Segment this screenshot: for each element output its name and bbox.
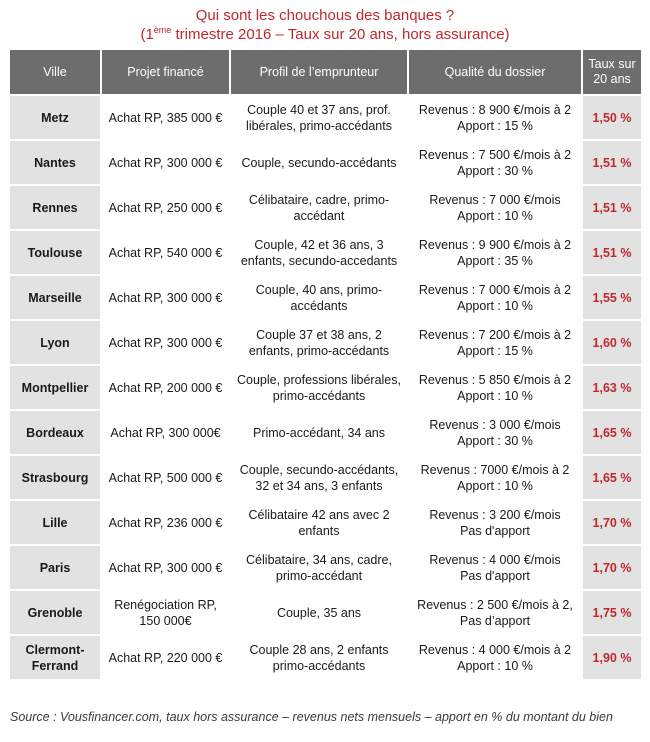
cell-profil: Couple, secundo-accédants: [231, 141, 409, 186]
table-title: Qui sont les chouchous des banques ? (1è…: [0, 6, 650, 44]
table-row: Nantes Achat RP, 300 000 € Couple, secundo…: [10, 141, 641, 186]
cell-profil: Couple 28 ans, 2 enfants primo-accédants: [231, 636, 409, 681]
cell-ville: Lille: [10, 501, 102, 546]
table-row: Marseille Achat RP, 300 000 € Couple, 40 a…: [10, 276, 641, 321]
cell-ville: Nantes: [10, 141, 102, 186]
cell-dossier: Revenus : 2 500 €/mois à 2, Pas d’apport: [409, 591, 583, 636]
cell-profil: Couple 40 et 37 ans, prof. libérales, pr…: [231, 96, 409, 141]
source-note: Source : Vousfinancer.com, taux hors ass…: [10, 710, 613, 724]
cell-dossier: Revenus : 7000 €/mois à 2 Apport : 10 %: [409, 456, 583, 501]
title-line-2-superscript: ème: [153, 25, 172, 35]
title-line-1: Qui sont les chouchous des banques ?: [195, 7, 455, 24]
cell-dossier: Revenus : 8 900 €/mois à 2 Apport : 15 %: [409, 96, 583, 141]
cell-ville: Clermont-Ferrand: [10, 636, 102, 681]
cell-dossier: Revenus : 3 000 €/mois Apport : 30 %: [409, 411, 583, 456]
cell-dossier: Revenus : 7 000 €/mois à 2 Apport : 10 %: [409, 276, 583, 321]
cell-dossier: Revenus : 4 000 €/mois Pas d'apport: [409, 546, 583, 591]
cell-taux: 1,65 %: [583, 411, 641, 456]
cell-projet: Achat RP, 300 000 €: [102, 546, 231, 591]
cell-dossier: Revenus : 4 000 €/mois à 2 Apport : 10 %: [409, 636, 583, 681]
cell-profil: Primo-accédant, 34 ans: [231, 411, 409, 456]
cell-taux: 1,70 %: [583, 546, 641, 591]
cell-ville: Lyon: [10, 321, 102, 366]
table-row: Bordeaux Achat RP, 300 000€ Primo-accédant…: [10, 411, 641, 456]
cell-taux: 1,50 %: [583, 96, 641, 141]
header-dossier: Qualité du dossier: [409, 50, 583, 96]
cell-profil: Célibataire, 34 ans, cadre, primo-accéda…: [231, 546, 409, 591]
cell-projet: Achat RP, 540 000 €: [102, 231, 231, 276]
cell-taux: 1,70 %: [583, 501, 641, 546]
cell-taux: 1,51 %: [583, 231, 641, 276]
header-taux: Taux sur 20 ans: [583, 50, 641, 96]
cell-taux: 1,65 %: [583, 456, 641, 501]
table-row: Strasbourg Achat RP, 500 000 € Couple, sec…: [10, 456, 641, 501]
cell-profil: Couple, 40 ans, primo-accédants: [231, 276, 409, 321]
cell-taux: 1,51 %: [583, 186, 641, 231]
cell-projet: Achat RP, 500 000 €: [102, 456, 231, 501]
cell-taux: 1,63 %: [583, 366, 641, 411]
cell-taux: 1,60 %: [583, 321, 641, 366]
table-row: Lille Achat RP, 236 000 € Célibataire 42 a…: [10, 501, 641, 546]
table-row: Clermont-Ferrand Achat RP, 220 000 € Coupl…: [10, 636, 641, 681]
cell-profil: Couple, secundo-accédants, 32 et 34 ans,…: [231, 456, 409, 501]
cell-dossier: Revenus : 3 200 €/mois Pas d'apport: [409, 501, 583, 546]
cell-projet: Achat RP, 385 000 €: [102, 96, 231, 141]
title-line-2-suffix: trimestre 2016 – Taux sur 20 ans, hors a…: [171, 26, 510, 43]
cell-projet: Achat RP, 300 000 €: [102, 141, 231, 186]
table-row: Paris Achat RP, 300 000 € Célibataire, 34 …: [10, 546, 641, 591]
cell-dossier: Revenus : 7 200 €/mois à 2 Apport : 15 %: [409, 321, 583, 366]
title-line-2-prefix: (1: [140, 26, 154, 43]
table-row: Metz Achat RP, 385 000 € Couple 40 et 37 a…: [10, 96, 641, 141]
table-row: Montpellier Achat RP, 200 000 € Couple, pr…: [10, 366, 641, 411]
cell-ville: Rennes: [10, 186, 102, 231]
cell-projet: Renégociation RP, 150 000€: [102, 591, 231, 636]
title-line-2: (1ème trimestre 2016 – Taux sur 20 ans, …: [0, 25, 650, 44]
cell-taux: 1,75 %: [583, 591, 641, 636]
cell-ville: Montpellier: [10, 366, 102, 411]
table-row: Grenoble Renégociation RP, 150 000€ Couple…: [10, 591, 641, 636]
cell-profil: Couple, 42 et 36 ans, 3 enfants, secundo…: [231, 231, 409, 276]
cell-projet: Achat RP, 300 000 €: [102, 321, 231, 366]
cell-projet: Achat RP, 236 000 €: [102, 501, 231, 546]
cell-ville: Marseille: [10, 276, 102, 321]
cell-profil: Célibataire, cadre, primo-accédant: [231, 186, 409, 231]
cell-profil: Couple, professions libérales, primo-acc…: [231, 366, 409, 411]
cell-projet: Achat RP, 300 000€: [102, 411, 231, 456]
cell-projet: Achat RP, 220 000 €: [102, 636, 231, 681]
header-profil: Profil de l’emprunteur: [231, 50, 409, 96]
rates-table: Ville Projet financé Profil de l’emprunt…: [10, 50, 641, 681]
table-header-row: Ville Projet financé Profil de l’emprunt…: [10, 50, 641, 96]
table-row: Toulouse Achat RP, 540 000 € Couple, 42 et…: [10, 231, 641, 276]
cell-ville: Paris: [10, 546, 102, 591]
cell-ville: Strasbourg: [10, 456, 102, 501]
cell-dossier: Revenus : 9 900 €/mois à 2 Apport : 35 %: [409, 231, 583, 276]
header-projet: Projet financé: [102, 50, 231, 96]
table-body: Metz Achat RP, 385 000 € Couple 40 et 37 a…: [10, 96, 641, 681]
cell-profil: Couple 37 et 38 ans, 2 enfants, primo-ac…: [231, 321, 409, 366]
cell-projet: Achat RP, 200 000 €: [102, 366, 231, 411]
cell-profil: Couple, 35 ans: [231, 591, 409, 636]
cell-taux: 1,55 %: [583, 276, 641, 321]
cell-projet: Achat RP, 250 000 €: [102, 186, 231, 231]
cell-ville: Grenoble: [10, 591, 102, 636]
cell-ville: Bordeaux: [10, 411, 102, 456]
cell-ville: Metz: [10, 96, 102, 141]
cell-ville: Toulouse: [10, 231, 102, 276]
cell-projet: Achat RP, 300 000 €: [102, 276, 231, 321]
cell-profil: Célibataire 42 ans avec 2 enfants: [231, 501, 409, 546]
cell-dossier: Revenus : 7 000 €/mois Apport : 10 %: [409, 186, 583, 231]
cell-dossier: Revenus : 7 500 €/mois à 2 Apport : 30 %: [409, 141, 583, 186]
table-row: Lyon Achat RP, 300 000 € Couple 37 et 38 a…: [10, 321, 641, 366]
table-row: Rennes Achat RP, 250 000 € Célibataire, ca…: [10, 186, 641, 231]
cell-taux: 1,51 %: [583, 141, 641, 186]
cell-taux: 1,90 %: [583, 636, 641, 681]
cell-dossier: Revenus : 5 850 €/mois à 2 Apport : 10 %: [409, 366, 583, 411]
header-ville: Ville: [10, 50, 102, 96]
